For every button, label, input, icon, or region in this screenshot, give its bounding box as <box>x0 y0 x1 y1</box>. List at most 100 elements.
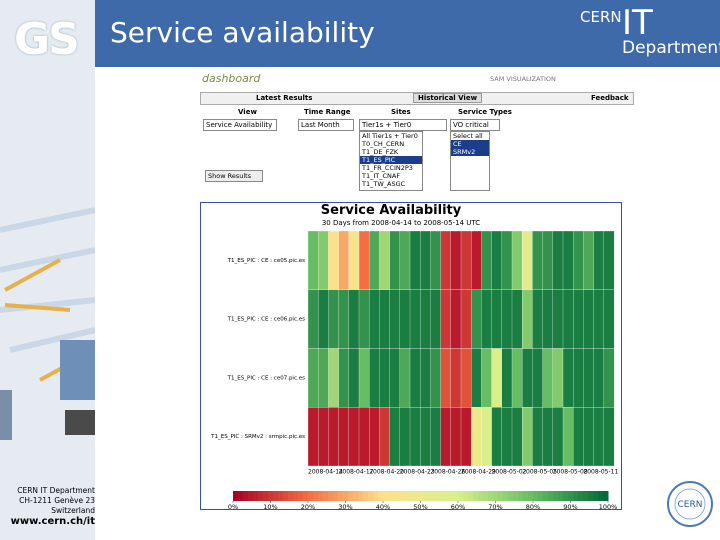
colorbar-segment <box>383 491 389 501</box>
colorbar-segment <box>543 491 549 501</box>
heat-cell <box>562 407 574 467</box>
list-option[interactable]: SRMv2 <box>451 148 489 156</box>
colorbar-segment <box>233 491 239 501</box>
list-option[interactable]: T1_TW_ASGC <box>362 180 406 188</box>
heat-cell <box>593 348 605 408</box>
heat-cell <box>460 230 472 290</box>
heat-cell <box>552 289 564 349</box>
x-tick-label: 2008-04-17 <box>339 469 374 476</box>
colorbar-segment <box>353 491 359 501</box>
list-option[interactable]: T1_IT_CNAF <box>362 172 401 180</box>
heat-cell <box>420 230 431 290</box>
colorbar-segment <box>298 491 304 501</box>
show-button[interactable]: Show Results <box>205 170 263 182</box>
heat-cell <box>409 348 421 408</box>
colorbar-segment <box>478 491 484 501</box>
colorbar-segment <box>263 491 269 501</box>
list-option[interactable]: T1_FR_CCIN2P3 <box>362 164 413 172</box>
x-tick-label: 2008-04-23 <box>400 469 435 476</box>
heat-cell <box>460 289 472 349</box>
colorbar-segment <box>343 491 349 501</box>
tab[interactable]: Historical View <box>413 93 483 103</box>
view-select[interactable]: Service Availability <box>203 119 277 131</box>
banner: SAM VISUALIZATION <box>490 75 556 83</box>
list-option[interactable]: T1_DE_FZK <box>362 148 399 156</box>
heat-cell <box>583 230 595 290</box>
heat-cell <box>450 348 462 408</box>
colorbar-segment <box>538 491 544 501</box>
illustration <box>0 207 95 440</box>
heat-cell <box>318 230 329 290</box>
colorbar-segment <box>548 491 554 501</box>
footer-line: CH-1211 Genève 23 <box>19 496 95 505</box>
colorbar-segment <box>323 491 329 501</box>
tab[interactable]: Feedback <box>591 94 629 102</box>
heat-cell <box>491 289 503 349</box>
list-option[interactable]: Select all <box>453 132 483 140</box>
heat-cell <box>399 289 411 349</box>
heat-cell <box>471 407 482 467</box>
heat-cell <box>542 407 554 467</box>
colorbar-tick-label: 80% <box>526 503 540 510</box>
heat-cell <box>440 230 452 290</box>
footer-url: www.cern.ch/it <box>10 516 95 527</box>
colorbar-segment <box>243 491 249 501</box>
dashboard: dashboard SAM VISUALIZATION Latest Resul… <box>198 70 635 200</box>
heat-cell <box>328 348 340 408</box>
heat-cell <box>471 289 482 349</box>
service-select[interactable]: VO critical <box>450 119 500 131</box>
colorbar-segment <box>293 491 299 501</box>
colorbar-segment <box>318 491 324 501</box>
heat-cell <box>399 407 411 467</box>
x-tick-label: 2008-05-08 <box>553 469 588 476</box>
sites-select[interactable]: Tier1s + Tier0 <box>359 119 447 131</box>
heat-cell <box>562 289 574 349</box>
heat-cell <box>542 289 554 349</box>
colorbar-segment <box>328 491 334 501</box>
heat-cell <box>338 348 350 408</box>
time-select[interactable]: Last Month <box>298 119 354 131</box>
heat-cell <box>593 407 605 467</box>
list-option[interactable]: T1_ES_PIC <box>360 156 422 164</box>
list-option[interactable]: All Tier1s + Tier0 <box>362 132 418 140</box>
heat-cell <box>552 348 564 408</box>
heat-cell <box>450 289 462 349</box>
list-option[interactable]: CE <box>451 140 489 148</box>
heat-cell <box>562 348 574 408</box>
x-tick-label: 2008-05-05 <box>522 469 557 476</box>
heat-cell <box>358 230 370 290</box>
colorbar-segment <box>453 491 459 501</box>
heat-cell <box>573 407 584 467</box>
colorbar-tick-label: 40% <box>376 503 390 510</box>
sites-list[interactable]: All Tier1s + Tier0 T0_CH_CERN T1_DE_FZK T1_… <box>359 131 423 191</box>
tab[interactable]: Latest Results <box>256 94 313 102</box>
dashboard-logo: dashboard <box>202 72 261 85</box>
service-list[interactable]: Select all CE SRMv2 <box>450 131 490 191</box>
colorbar-segment <box>513 491 519 501</box>
colorbar-segment <box>528 491 534 501</box>
colorbar-segment <box>288 491 294 501</box>
colorbar-segment <box>398 491 404 501</box>
colorbar-segment <box>308 491 314 501</box>
list-option[interactable]: T0_CH_CERN <box>362 140 405 148</box>
heat-cell <box>358 348 370 408</box>
heat-cell <box>379 230 391 290</box>
colorbar-segment <box>423 491 429 501</box>
heat-cell <box>532 407 544 467</box>
colorbar-segment <box>493 491 499 501</box>
org-it: IT <box>622 3 653 43</box>
heat-cell <box>379 289 391 349</box>
colorbar-tick-label: 90% <box>563 503 577 510</box>
cern-logo-text: CERN <box>678 500 703 510</box>
heat-cell <box>389 289 401 349</box>
chart-subtitle: 30 Days from 2008-04-14 to 2008-05-14 UT… <box>322 219 480 227</box>
heat-cell <box>471 348 482 408</box>
x-tick-label: 2008-04-20 <box>369 469 404 476</box>
colorbar-segment <box>358 491 364 501</box>
heat-cell <box>481 230 493 290</box>
heat-cell <box>573 230 584 290</box>
heat-cell <box>307 289 319 349</box>
heat-cell <box>430 348 442 408</box>
colorbar-segment <box>468 491 474 501</box>
